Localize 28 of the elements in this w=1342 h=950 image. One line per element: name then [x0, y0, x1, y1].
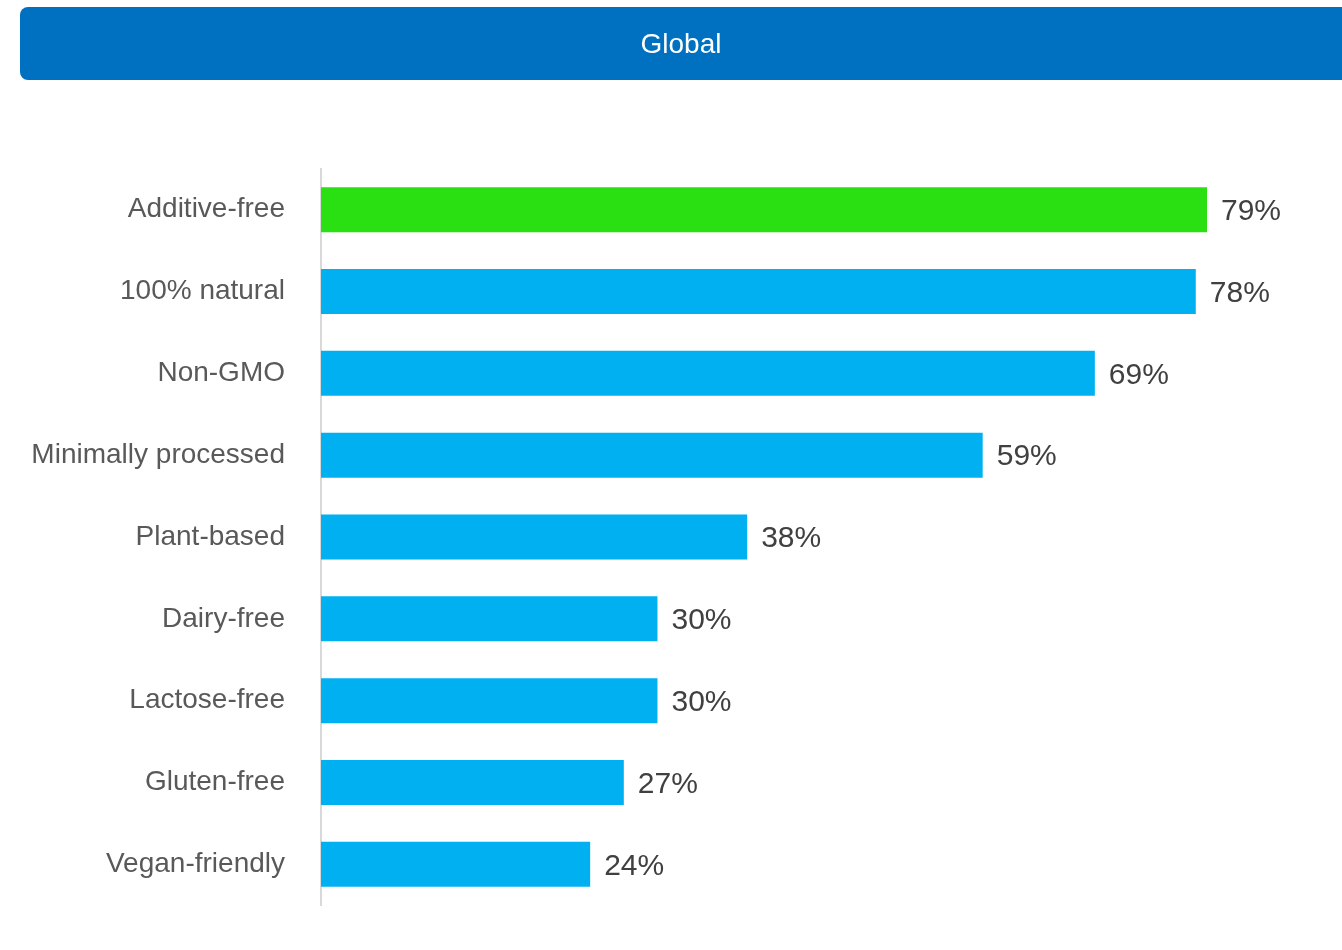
bar [321, 187, 1207, 233]
data-label: 24% [604, 847, 665, 881]
bar [321, 596, 658, 642]
data-label: 69% [1108, 356, 1169, 390]
bar [321, 432, 983, 478]
y-tick-label: 100% natural [119, 274, 285, 306]
bar [321, 759, 624, 805]
data-label: 79% [1221, 192, 1282, 226]
data-label: 30% [671, 602, 732, 636]
bar [321, 269, 1196, 315]
bar [321, 514, 748, 560]
data-label: 30% [671, 683, 732, 717]
bar [321, 350, 1095, 396]
y-tick-label: Dairy-free [162, 601, 285, 633]
chart-title: Global [20, 7, 1342, 80]
y-tick-label: Additive-free [127, 192, 285, 224]
y-tick-label: Minimally processed [31, 437, 285, 469]
bar [321, 678, 658, 724]
y-tick-label: Gluten-free [144, 765, 285, 797]
data-label: 38% [761, 520, 822, 554]
y-tick-label: Plant-based [135, 519, 285, 551]
data-label: 59% [996, 438, 1057, 472]
y-tick-label: Lactose-free [129, 683, 285, 715]
y-tick-label: Non-GMO [157, 356, 285, 388]
bar [321, 841, 591, 887]
y-tick-label: Vegan-friendly [105, 847, 285, 879]
data-label: 27% [637, 765, 698, 799]
data-label: 78% [1209, 274, 1270, 308]
